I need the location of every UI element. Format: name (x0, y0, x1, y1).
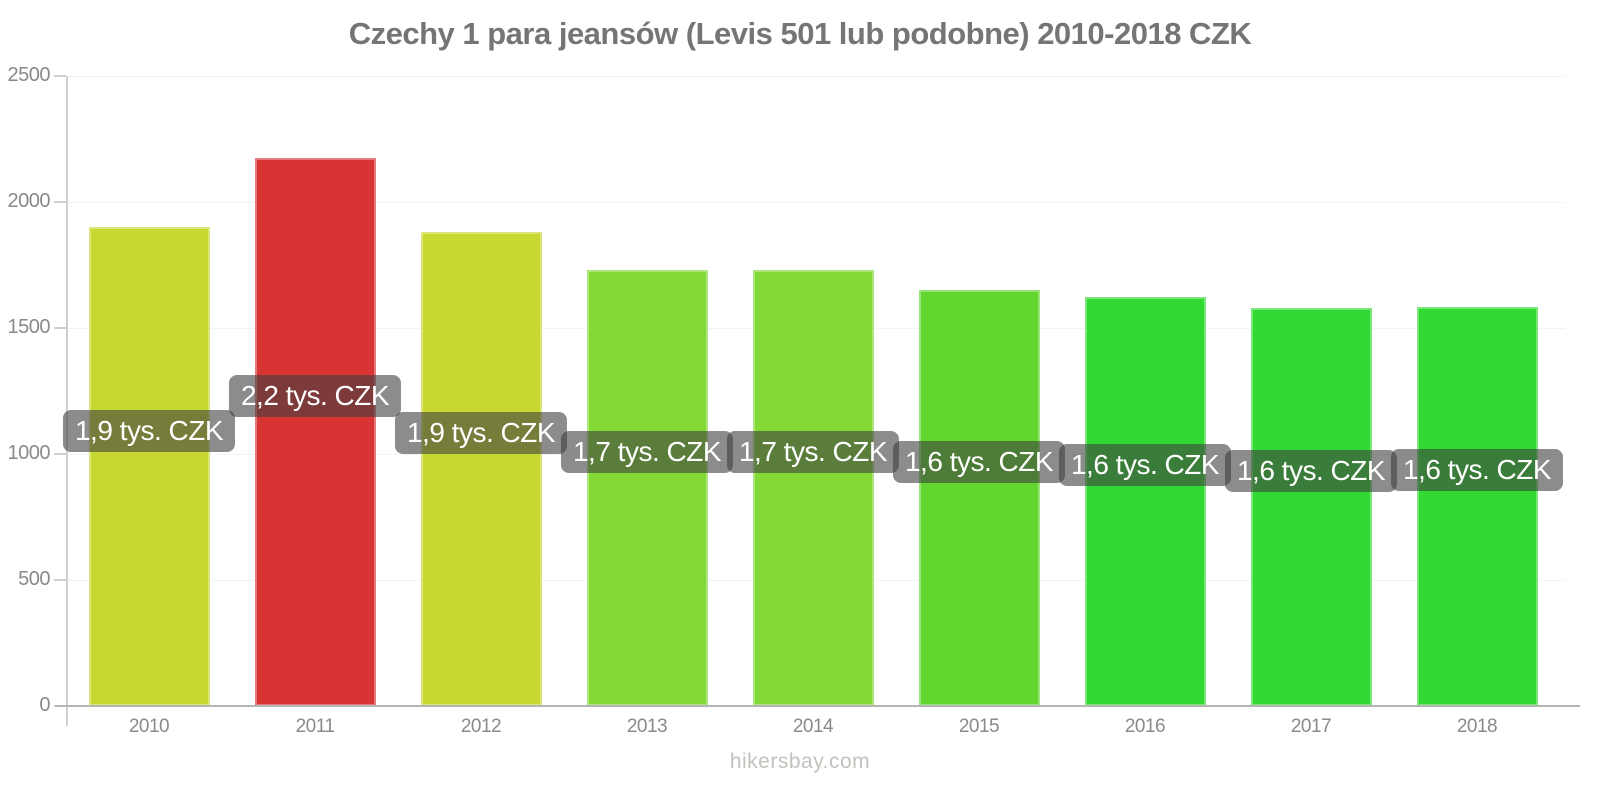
x-tick-label-2010: 2010 (128, 716, 170, 737)
bar-2012 (420, 232, 542, 706)
bar-2015 (918, 290, 1040, 706)
bar-2018 (1416, 306, 1538, 706)
y-tick-label-1500: 1500 (7, 316, 51, 338)
y-tick-label-1000: 1000 (7, 442, 51, 464)
bar-2011 (254, 157, 376, 706)
watermark: hikersbay.com (729, 750, 871, 773)
x-tick-label-2017: 2017 (1290, 716, 1332, 737)
bar-value-label-2011: 2,2 tys. CZK (228, 374, 402, 417)
bar-2017 (1250, 307, 1372, 706)
bar-value-label-2010: 1,9 tys. CZK (62, 409, 236, 452)
y-tick-label-0: 0 (39, 694, 50, 716)
x-tick-label-2015: 2015 (958, 716, 1000, 737)
x-tick-label-2012: 2012 (460, 716, 502, 737)
x-tick-label-2018: 2018 (1456, 716, 1498, 737)
bar-value-label-2017: 1,6 tys. CZK (1224, 449, 1398, 492)
y-axis-tick-2500 (54, 75, 66, 77)
y-axis-tick-1500 (54, 327, 66, 329)
bar-2010 (88, 227, 210, 706)
y-tick-label-2500: 2500 (7, 64, 51, 86)
y-axis-tick-1000 (54, 453, 66, 455)
y-axis-tick-500 (54, 579, 66, 581)
bar-value-label-2016: 1,6 tys. CZK (1058, 444, 1232, 487)
y-tick-label-500: 500 (18, 568, 50, 590)
bar-value-label-2013: 1,7 tys. CZK (560, 431, 734, 474)
y-axis-line (66, 76, 68, 726)
x-tick-label-2014: 2014 (792, 716, 834, 737)
chart-title: Czechy 1 para jeansów (Levis 501 lub pod… (348, 16, 1252, 51)
y-tick-label-2000: 2000 (7, 190, 51, 212)
bar-2014 (752, 270, 874, 706)
bar-value-label-2015: 1,6 tys. CZK (892, 441, 1066, 484)
bar-value-label-2018: 1,6 tys. CZK (1390, 449, 1564, 492)
x-tick-label-2011: 2011 (295, 716, 335, 737)
x-tick-label-2016: 2016 (1124, 716, 1166, 737)
bar-2016 (1084, 296, 1206, 706)
bar-value-label-2012: 1,9 tys. CZK (394, 412, 568, 455)
x-axis-line (55, 705, 1580, 707)
x-tick-label-2013: 2013 (626, 716, 668, 737)
bar-value-label-2014: 1,7 tys. CZK (726, 431, 900, 474)
bar-2013 (586, 270, 708, 706)
y-axis-tick-2000 (54, 201, 66, 203)
gridline-2000 (66, 202, 1565, 203)
gridline-2500 (66, 76, 1565, 77)
